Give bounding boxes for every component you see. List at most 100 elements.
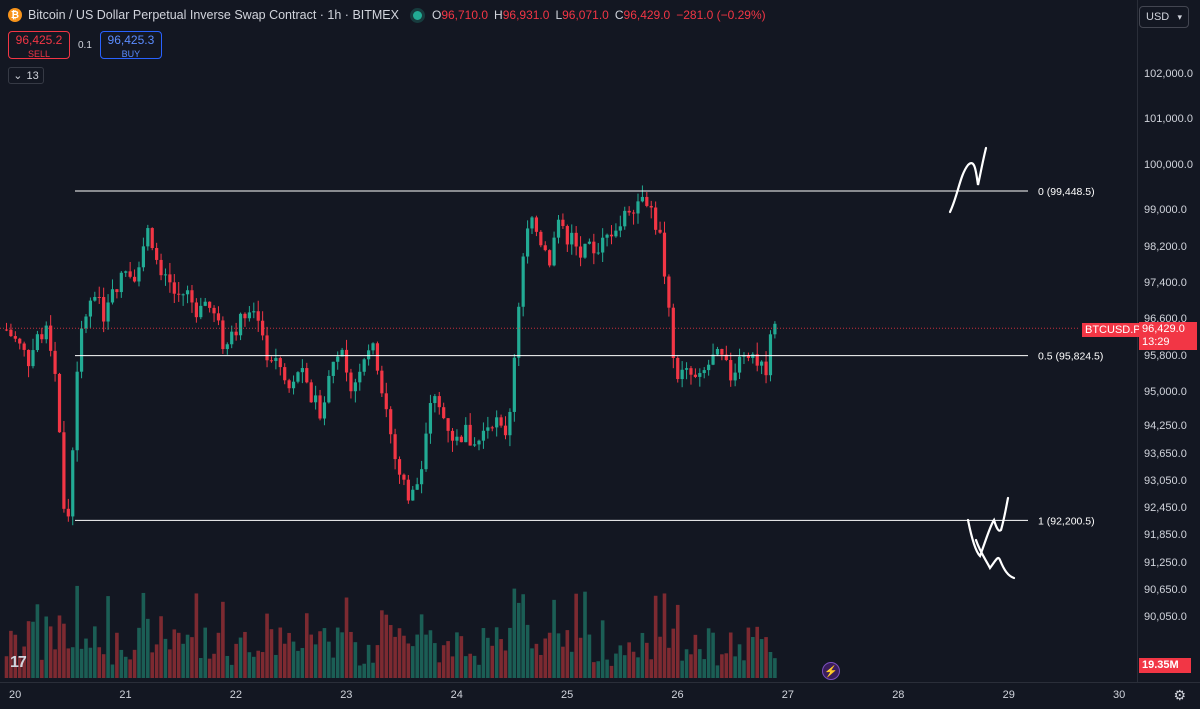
volume-bar — [199, 657, 203, 678]
candle — [194, 298, 198, 323]
volume-bar — [13, 634, 18, 678]
fib-level-label: 0.5 (95,824.5) — [1038, 351, 1103, 363]
candle — [618, 215, 622, 238]
candle — [208, 301, 212, 313]
volume-bar — [569, 651, 574, 678]
candle — [384, 382, 388, 418]
candle — [707, 359, 711, 376]
volume-bar — [737, 644, 742, 678]
trade-buttons: 96,425.2 SELL 0.1 96,425.3 BUY — [8, 31, 162, 59]
volume-bar — [543, 638, 548, 678]
candle — [689, 366, 693, 385]
candle — [415, 477, 419, 490]
candle — [627, 206, 631, 216]
volume-bar — [322, 628, 327, 678]
candle — [238, 312, 243, 341]
volume-bar — [93, 626, 97, 678]
chart-plot-area[interactable]: 0 (99,448.5) 0.5 (95,824.5) 1 (92,200.5) — [0, 0, 1137, 682]
volume-bar — [110, 664, 115, 678]
volume-bar — [362, 663, 366, 678]
buy-button[interactable]: 96,425.3 BUY — [99, 31, 162, 59]
volume-bar — [698, 649, 702, 678]
candle — [548, 249, 552, 268]
volume-bar — [57, 615, 62, 678]
symbol-tag-text: BTCUSD.P — [1085, 324, 1141, 336]
volume-bar — [70, 647, 75, 678]
candle — [592, 233, 596, 265]
settings-gear-icon[interactable]: ⚙ — [1173, 687, 1186, 703]
candle — [93, 291, 97, 302]
candle — [499, 414, 503, 428]
volume-bar — [331, 657, 336, 678]
volume-bar — [132, 649, 137, 678]
ohlc-open: O96,710.0 — [431, 8, 489, 22]
lightning-icon[interactable]: ⚡ — [822, 662, 840, 680]
tradingview-logo[interactable]: 17 — [10, 654, 27, 671]
volume-bar — [282, 643, 287, 678]
candle — [340, 347, 344, 357]
candle — [79, 320, 84, 379]
candle — [654, 201, 658, 235]
volume-bar — [424, 634, 428, 678]
volume-bar — [260, 652, 265, 678]
volume-bar — [592, 662, 596, 678]
price-tick-label: 90,650.0 — [1144, 583, 1187, 596]
candle — [693, 368, 697, 379]
candle — [649, 200, 653, 219]
volume-bar — [44, 616, 49, 678]
hand-drawings — [948, 146, 1016, 580]
candle — [676, 356, 680, 383]
candle — [623, 206, 627, 230]
volume-bar — [459, 636, 464, 678]
candle — [530, 216, 534, 234]
volume-bar — [159, 616, 163, 678]
volume-bar — [388, 625, 393, 678]
candle — [221, 316, 225, 354]
indicators-toggle-button[interactable]: ⌄ 13 — [8, 67, 44, 84]
volume-bar — [636, 657, 640, 678]
volume-bar — [596, 661, 601, 678]
candle — [265, 326, 269, 368]
volume-label: 19.35M — [1139, 658, 1191, 673]
volume-bar — [115, 632, 119, 678]
time-tick-label: 21 — [119, 689, 132, 701]
candle — [305, 362, 309, 384]
volume-bar — [256, 650, 261, 678]
candle — [605, 233, 609, 247]
currency-select[interactable]: USD ▾ — [1139, 6, 1189, 28]
time-tick-label: 28 — [892, 689, 905, 701]
symbol-title[interactable]: Bitcoin / US Dollar Perpetual Inverse Sw… — [28, 8, 399, 22]
candle — [283, 363, 287, 385]
volume-bar — [706, 628, 711, 678]
candle — [18, 337, 22, 350]
candle — [269, 356, 274, 363]
time-tick-label: 23 — [340, 689, 353, 701]
candle — [199, 297, 203, 320]
candle — [362, 357, 366, 376]
volume-bar — [503, 650, 508, 678]
volume-bar — [75, 585, 79, 678]
time-axis[interactable]: 20 21 22 23 24 25 26 27 28 29 30 ⚙ — [0, 682, 1200, 709]
candle — [291, 375, 296, 395]
volume-bar — [278, 627, 283, 678]
price-chart[interactable]: 0 (99,448.5) 0.5 (95,824.5) 1 (92,200.5) — [0, 0, 1137, 682]
candle — [146, 224, 150, 251]
price-tick-label: 95,800.0 — [1144, 349, 1187, 362]
candle — [380, 365, 384, 398]
volume-bar — [684, 649, 689, 678]
candle — [442, 402, 446, 420]
candle — [203, 298, 207, 307]
volume-bar — [477, 664, 481, 678]
candle — [4, 322, 9, 332]
candle — [715, 346, 720, 357]
volume-bar — [675, 604, 680, 678]
candle — [508, 408, 512, 447]
market-status-dot-icon[interactable] — [412, 10, 422, 20]
sell-button[interactable]: 96,425.2 SELL — [8, 31, 70, 59]
volume-bar — [481, 628, 486, 678]
volume-bar — [614, 653, 618, 678]
candle — [137, 261, 141, 287]
candle — [115, 288, 119, 299]
candle — [534, 215, 539, 237]
